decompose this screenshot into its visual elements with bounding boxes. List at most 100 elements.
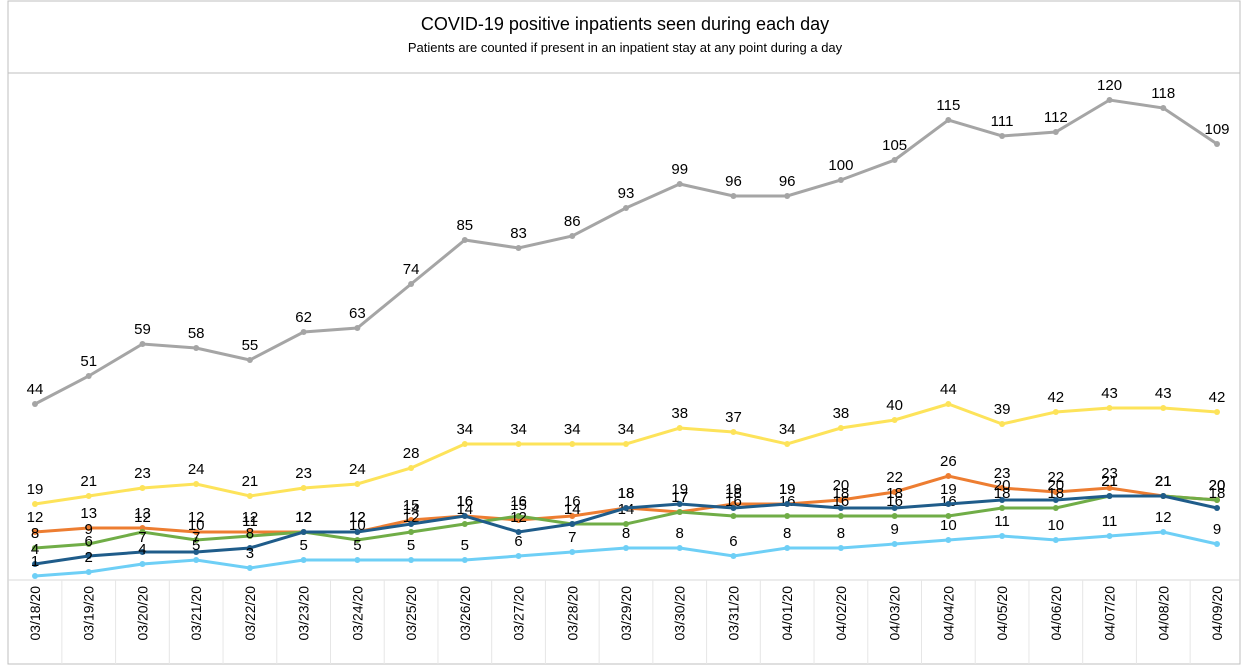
x-tick-label: 03/28/20 bbox=[564, 586, 580, 641]
data-label: 16 bbox=[456, 493, 473, 510]
data-point bbox=[85, 373, 92, 379]
data-point bbox=[1106, 405, 1113, 411]
data-point bbox=[999, 421, 1006, 427]
data-label: 4 bbox=[138, 541, 146, 558]
data-point bbox=[1052, 497, 1059, 503]
data-point bbox=[408, 557, 415, 563]
data-point bbox=[1214, 409, 1220, 415]
data-label: 34 bbox=[779, 421, 796, 438]
data-label: 99 bbox=[671, 161, 688, 178]
data-label: 58 bbox=[188, 325, 205, 342]
data-label: 105 bbox=[882, 137, 907, 154]
data-label: 21 bbox=[1155, 473, 1172, 490]
data-point bbox=[515, 245, 522, 251]
data-point bbox=[676, 509, 683, 515]
data-point bbox=[300, 329, 307, 335]
data-point bbox=[891, 505, 898, 511]
data-point bbox=[193, 557, 200, 563]
data-point bbox=[623, 545, 629, 551]
x-tick-label: 04/03/20 bbox=[887, 586, 903, 641]
data-point bbox=[515, 529, 522, 535]
data-label: 12 bbox=[188, 509, 205, 526]
data-point bbox=[1106, 533, 1113, 539]
data-point bbox=[32, 529, 38, 535]
data-label: 23 bbox=[295, 465, 312, 482]
data-label: 19 bbox=[725, 481, 742, 498]
data-label: 17 bbox=[671, 489, 688, 506]
data-point bbox=[246, 493, 253, 499]
data-label: 21 bbox=[1101, 473, 1118, 490]
x-tick-label: 04/05/20 bbox=[994, 586, 1010, 641]
data-label: 19 bbox=[779, 481, 796, 498]
data-point bbox=[1106, 97, 1113, 103]
data-label: 12 bbox=[134, 509, 151, 526]
data-label: 18 bbox=[618, 485, 635, 502]
data-point bbox=[354, 481, 361, 487]
data-label: 12 bbox=[403, 509, 420, 526]
data-label: 21 bbox=[1155, 473, 1172, 490]
data-label: 16 bbox=[725, 493, 742, 510]
data-point bbox=[784, 513, 791, 519]
data-point bbox=[461, 513, 468, 519]
data-point bbox=[85, 541, 92, 547]
data-label: 15 bbox=[403, 497, 420, 514]
data-label: 22 bbox=[1047, 469, 1064, 486]
data-label: 9 bbox=[890, 521, 898, 538]
data-label: 12 bbox=[349, 509, 366, 526]
data-point bbox=[300, 485, 307, 491]
data-label: 85 bbox=[456, 217, 473, 234]
data-label: 21 bbox=[1155, 473, 1172, 490]
data-label: 14 bbox=[564, 501, 581, 518]
data-point bbox=[623, 521, 629, 527]
data-label: 12 bbox=[295, 509, 312, 526]
data-point bbox=[945, 501, 952, 507]
data-label: 59 bbox=[134, 321, 151, 338]
data-label: 5 bbox=[299, 537, 307, 554]
data-point bbox=[246, 533, 253, 539]
data-point bbox=[1106, 493, 1113, 499]
data-label: 20 bbox=[1047, 477, 1064, 494]
data-point bbox=[623, 441, 629, 447]
x-tick-label: 03/25/20 bbox=[403, 586, 419, 641]
data-label: 2 bbox=[85, 549, 93, 566]
x-tick-label: 04/08/20 bbox=[1155, 586, 1171, 641]
data-point bbox=[32, 561, 38, 567]
data-label: 16 bbox=[886, 493, 903, 510]
data-point bbox=[32, 501, 38, 507]
data-label: 8 bbox=[622, 525, 630, 542]
data-point bbox=[1052, 505, 1059, 511]
data-point bbox=[461, 557, 468, 563]
data-point bbox=[246, 545, 253, 551]
data-point bbox=[461, 441, 468, 447]
data-point bbox=[515, 441, 522, 447]
data-label: 34 bbox=[618, 421, 635, 438]
data-point bbox=[999, 485, 1006, 491]
data-label: 86 bbox=[564, 213, 581, 230]
data-point bbox=[515, 553, 522, 559]
data-label: 23 bbox=[994, 465, 1011, 482]
chart-frame bbox=[7, 0, 1241, 665]
data-label: 6 bbox=[85, 533, 93, 550]
data-label: 115 bbox=[936, 97, 960, 114]
data-label: 24 bbox=[349, 461, 366, 478]
data-label: 44 bbox=[27, 381, 44, 398]
data-point bbox=[408, 465, 415, 471]
data-label: 15 bbox=[510, 497, 527, 514]
data-label: 10 bbox=[1047, 517, 1064, 534]
data-point bbox=[300, 557, 307, 563]
data-label: 7 bbox=[138, 529, 146, 546]
data-point bbox=[837, 505, 844, 511]
data-label: 38 bbox=[833, 405, 850, 422]
data-label: 14 bbox=[564, 501, 581, 518]
data-point bbox=[837, 513, 844, 519]
data-label: 9 bbox=[1213, 521, 1221, 538]
x-tick-label: 04/04/20 bbox=[940, 586, 956, 641]
data-point bbox=[139, 549, 146, 555]
data-point bbox=[193, 481, 200, 487]
data-label: 28 bbox=[403, 445, 420, 462]
data-point bbox=[945, 513, 952, 519]
data-label: 55 bbox=[242, 337, 259, 354]
data-label: 8 bbox=[246, 525, 254, 542]
data-point bbox=[354, 529, 361, 535]
